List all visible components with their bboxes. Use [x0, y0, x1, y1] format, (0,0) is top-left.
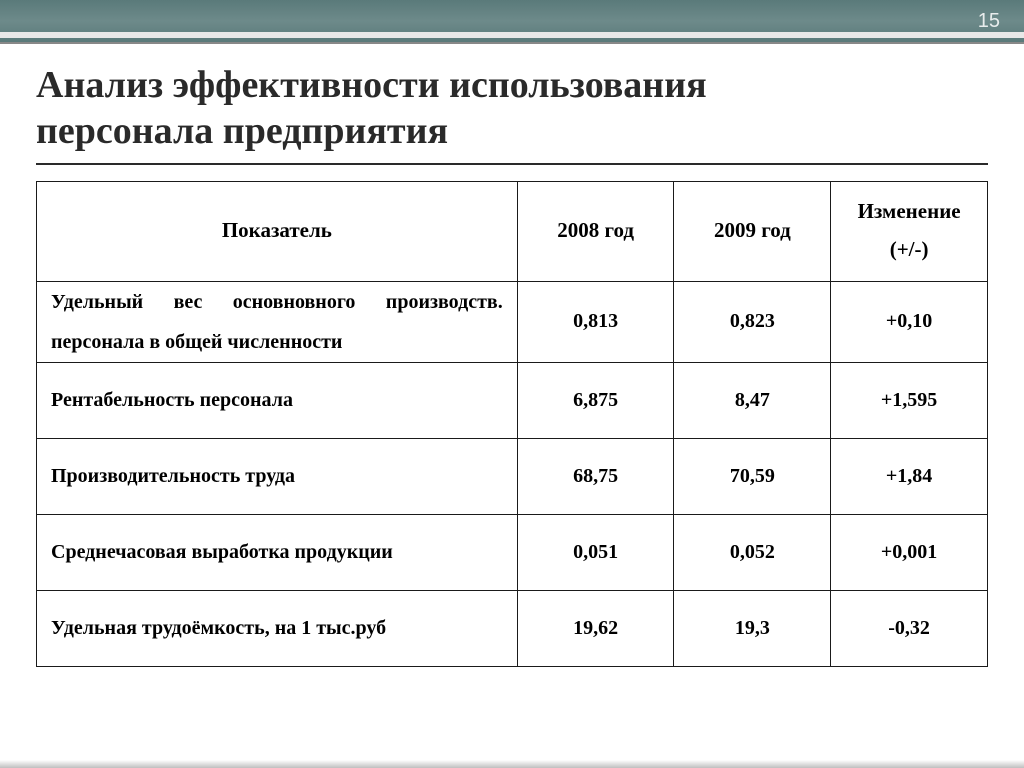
topbar-accent: [0, 32, 1024, 38]
col-header-indicator: Показатель: [37, 181, 518, 281]
cell-y2008: 68,75: [517, 438, 674, 514]
cell-change: +1,595: [831, 362, 988, 438]
table-header-row: Показатель 2008 год 2009 год Изменение (…: [37, 181, 988, 281]
efficiency-table: Показатель 2008 год 2009 год Изменение (…: [36, 181, 988, 667]
cell-y2009: 70,59: [674, 438, 831, 514]
cell-change: +0,001: [831, 514, 988, 590]
table-row: Удельный вес основновного производств. п…: [37, 281, 988, 362]
cell-change: +1,84: [831, 438, 988, 514]
cell-y2009: 0,052: [674, 514, 831, 590]
title-line-1: Анализ эффективности использования: [36, 64, 707, 106]
cell-y2009: 0,823: [674, 281, 831, 362]
cell-y2008: 19,62: [517, 590, 674, 666]
slide-content: Анализ эффективности использования персо…: [0, 44, 1024, 667]
cell-indicator: Рентабельность персонала: [37, 362, 518, 438]
table-row: Среднечасовая выработка продукции0,0510,…: [37, 514, 988, 590]
cell-y2008: 0,051: [517, 514, 674, 590]
cell-indicator: Среднечасовая выработка продукции: [37, 514, 518, 590]
col-header-2009: 2009 год: [674, 181, 831, 281]
col-header-2008: 2008 год: [517, 181, 674, 281]
cell-y2009: 19,3: [674, 590, 831, 666]
table-row: Удельная трудоёмкость, на 1 тыс.руб19,62…: [37, 590, 988, 666]
table-row: Рентабельность персонала6,8758,47+1,595: [37, 362, 988, 438]
cell-indicator: Удельный вес основновного производств. п…: [37, 281, 518, 362]
col-header-change: Изменение (+/-): [831, 181, 988, 281]
slide-topbar: 15: [0, 0, 1024, 44]
cell-change: +0,10: [831, 281, 988, 362]
cell-indicator: Производительность труда: [37, 438, 518, 514]
cell-y2008: 0,813: [517, 281, 674, 362]
cell-y2008: 6,875: [517, 362, 674, 438]
table-body: Удельный вес основновного производств. п…: [37, 281, 988, 666]
title-rule: [36, 163, 988, 165]
page-number: 15: [978, 10, 1000, 33]
cell-change: -0,32: [831, 590, 988, 666]
slide-title: Анализ эффективности использования персо…: [36, 62, 988, 155]
title-line-2: персонала предприятия: [36, 110, 448, 152]
cell-y2009: 8,47: [674, 362, 831, 438]
table-row: Производительность труда68,7570,59+1,84: [37, 438, 988, 514]
bottom-shadow: [0, 760, 1024, 768]
cell-indicator: Удельная трудоёмкость, на 1 тыс.руб: [37, 590, 518, 666]
